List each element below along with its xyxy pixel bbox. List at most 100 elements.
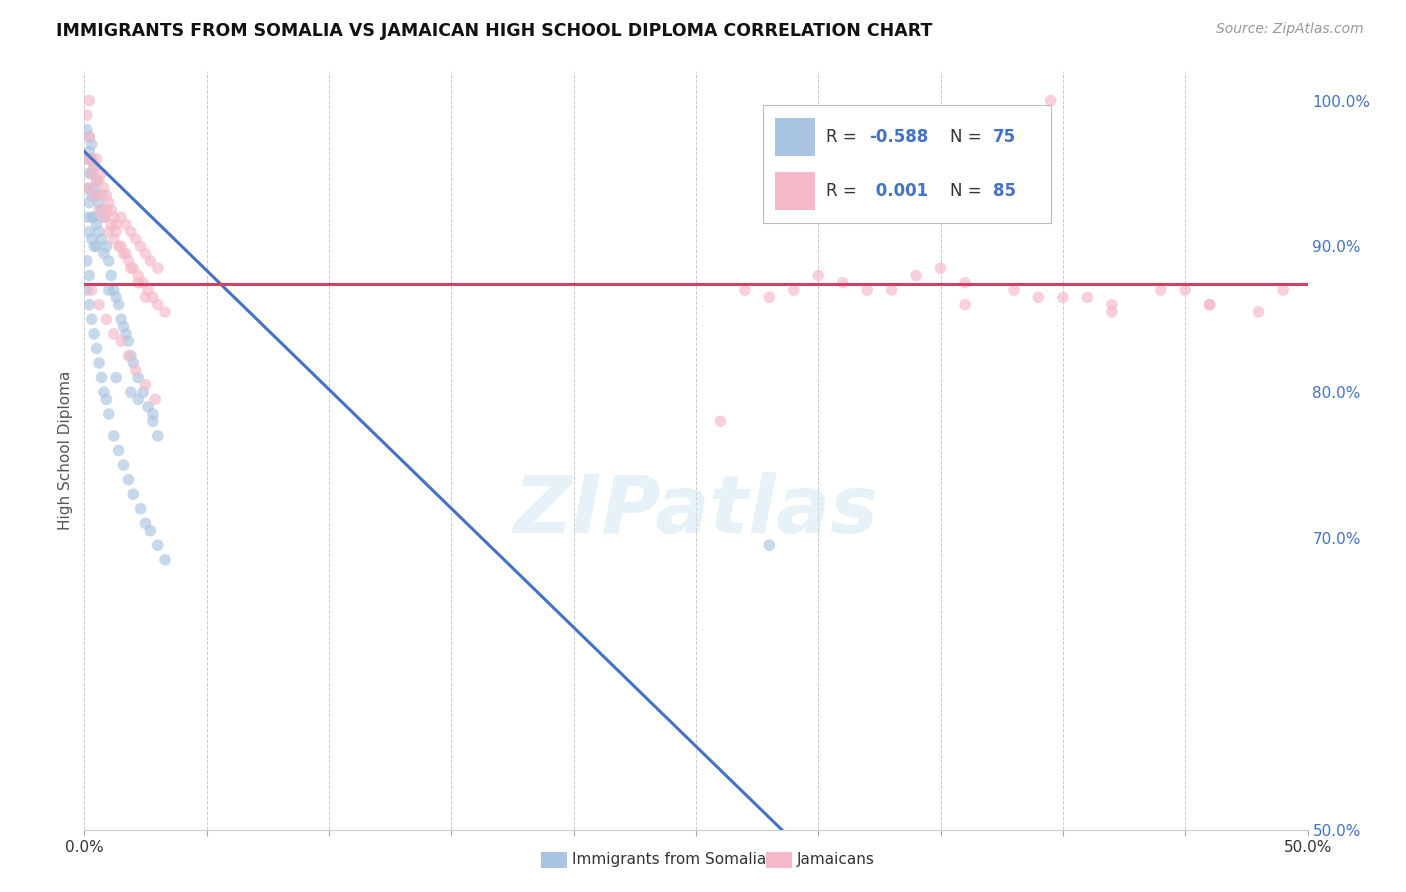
Point	[93, 210, 115, 224]
Point	[105, 290, 128, 304]
Point	[146, 538, 169, 552]
Point	[96, 312, 118, 326]
Point	[80, 152, 103, 166]
Point	[105, 225, 128, 239]
Point	[758, 290, 780, 304]
Point	[90, 166, 112, 180]
Point	[83, 239, 105, 253]
Point	[77, 225, 100, 239]
Point	[115, 326, 138, 341]
Point	[87, 225, 110, 239]
Point	[1174, 283, 1197, 297]
Point	[76, 108, 98, 122]
Point	[86, 174, 108, 188]
Point	[100, 202, 122, 217]
Point	[143, 392, 166, 407]
Point	[80, 210, 103, 224]
Text: ZIPatlas: ZIPatlas	[513, 472, 879, 550]
Point	[93, 181, 115, 195]
Point	[136, 400, 159, 414]
Point	[77, 195, 100, 210]
Point	[103, 283, 125, 297]
Text: Jamaicans: Jamaicans	[797, 853, 875, 867]
Point	[76, 283, 98, 297]
Point	[103, 326, 125, 341]
Point	[1039, 94, 1062, 108]
Point	[127, 370, 149, 384]
Point	[86, 239, 108, 253]
Point	[76, 210, 98, 224]
Point	[105, 218, 128, 232]
Point	[110, 239, 132, 253]
Text: IMMIGRANTS FROM SOMALIA VS JAMAICAN HIGH SCHOOL DIPLOMA CORRELATION CHART: IMMIGRANTS FROM SOMALIA VS JAMAICAN HIGH…	[56, 22, 932, 40]
Point	[87, 195, 110, 210]
Point	[112, 458, 135, 472]
Point	[107, 298, 129, 312]
Point	[125, 363, 148, 377]
Point	[76, 254, 98, 268]
Point	[115, 246, 138, 260]
Point	[86, 218, 108, 232]
Point	[112, 246, 135, 260]
Point	[1272, 283, 1295, 297]
Point	[856, 283, 879, 297]
Point	[1198, 298, 1220, 312]
Point	[97, 195, 120, 210]
Point	[80, 137, 103, 152]
Point	[107, 239, 129, 253]
Point	[120, 225, 142, 239]
Point	[96, 188, 118, 202]
Point	[83, 181, 105, 195]
Point	[77, 94, 100, 108]
Point	[96, 202, 118, 217]
Point	[83, 159, 105, 173]
Point	[929, 261, 952, 276]
Point	[80, 188, 103, 202]
Point	[105, 370, 128, 384]
Point	[142, 290, 165, 304]
Point	[146, 429, 169, 443]
Point	[76, 122, 98, 136]
Point	[96, 239, 118, 253]
Point	[783, 283, 806, 297]
Point	[80, 152, 103, 166]
Point	[127, 268, 149, 283]
Point	[112, 319, 135, 334]
Point	[77, 298, 100, 312]
Point	[153, 305, 176, 319]
Point	[77, 152, 100, 166]
Point	[90, 232, 112, 246]
Point	[117, 473, 139, 487]
Point	[83, 210, 105, 224]
Point	[120, 261, 142, 276]
Point	[120, 385, 142, 400]
Point	[127, 276, 149, 290]
Point	[103, 232, 125, 246]
Point	[90, 188, 112, 202]
Point	[142, 414, 165, 428]
Point	[122, 261, 145, 276]
Point	[100, 268, 122, 283]
Point	[96, 392, 118, 407]
Point	[709, 414, 731, 428]
Point	[87, 298, 110, 312]
Point	[80, 312, 103, 326]
Point	[146, 298, 169, 312]
Point	[807, 268, 830, 283]
Point	[97, 283, 120, 297]
Point	[76, 152, 98, 166]
Point	[135, 377, 157, 392]
Point	[93, 210, 115, 224]
Point	[122, 356, 145, 370]
Point	[93, 385, 115, 400]
Point	[107, 443, 129, 458]
Point	[953, 298, 976, 312]
Point	[77, 145, 100, 159]
Point	[880, 283, 903, 297]
Point	[132, 385, 155, 400]
Point	[97, 254, 120, 268]
Point	[90, 370, 112, 384]
Point	[1052, 290, 1074, 304]
Point	[139, 254, 162, 268]
Point	[77, 130, 100, 145]
